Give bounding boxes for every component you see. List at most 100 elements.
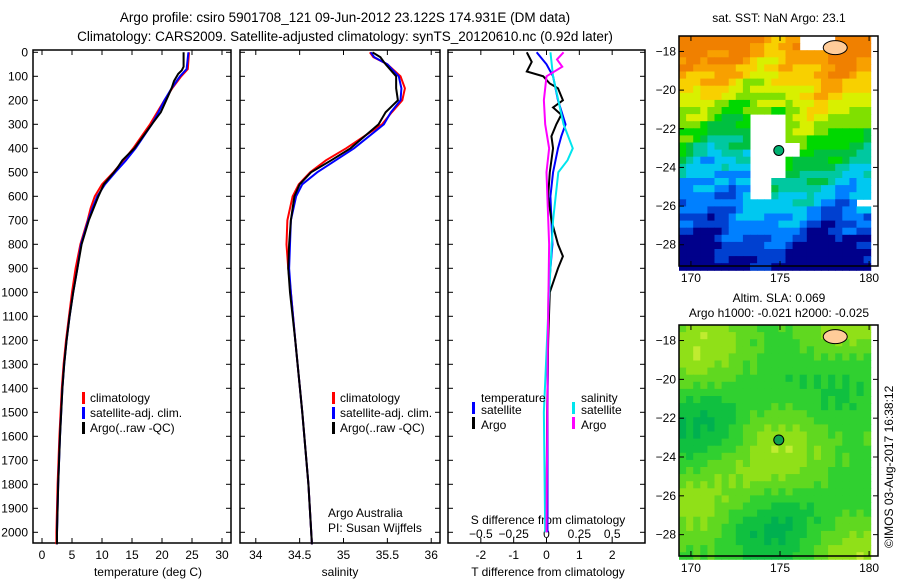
map-cell xyxy=(700,241,708,250)
map-cell xyxy=(806,424,815,432)
map-cell xyxy=(742,71,751,80)
map-cell xyxy=(721,445,730,454)
map-cell xyxy=(735,64,744,72)
map-cell xyxy=(821,107,829,115)
map-cell xyxy=(771,381,779,390)
map-cell xyxy=(679,495,687,503)
map-cell xyxy=(700,481,708,489)
map-cell xyxy=(806,170,815,179)
title-line2: Climatology: CARS2009. Satellite-adjuste… xyxy=(77,29,613,44)
map-cell xyxy=(835,346,843,354)
map-cell xyxy=(728,438,737,447)
map-cell xyxy=(735,71,744,80)
map-cell xyxy=(700,417,708,425)
legend-label: satellite-adj. clim. xyxy=(340,406,432,420)
map-cell xyxy=(821,92,829,101)
map-cell xyxy=(742,332,751,340)
map-cell xyxy=(835,128,843,136)
map-cell xyxy=(707,530,715,539)
map-cell xyxy=(828,381,836,390)
map-cell xyxy=(813,445,822,454)
map-cell xyxy=(835,325,843,333)
map-cell xyxy=(821,213,829,222)
map-cell xyxy=(714,509,723,518)
map-cell xyxy=(764,459,772,468)
map-cell xyxy=(842,452,850,461)
map-cell xyxy=(813,178,822,186)
map-cell xyxy=(700,381,708,390)
map-cell xyxy=(735,545,744,553)
map-cell xyxy=(735,474,744,482)
map-cell xyxy=(750,381,758,390)
map-cell xyxy=(693,57,701,65)
map-cell xyxy=(771,332,779,340)
map-cell xyxy=(764,206,772,214)
map-cell xyxy=(799,142,808,151)
map-cell xyxy=(778,213,786,222)
map-cell xyxy=(750,388,758,397)
map-cell xyxy=(835,64,843,72)
map-cell xyxy=(785,488,794,496)
map-cell xyxy=(849,516,857,525)
map-cell xyxy=(835,78,843,87)
map-cell xyxy=(714,36,723,44)
map-cell xyxy=(799,509,808,518)
map-cell xyxy=(750,481,758,489)
map-cell xyxy=(835,396,843,404)
map-cell xyxy=(735,481,744,489)
map-cell xyxy=(742,199,751,207)
map-cell xyxy=(721,43,730,51)
map-cell xyxy=(813,71,822,80)
map-cell xyxy=(742,121,751,129)
map-cell xyxy=(863,396,872,404)
map-cell xyxy=(757,403,765,411)
map-cell xyxy=(686,121,694,129)
map-cell xyxy=(728,353,737,361)
map-cell xyxy=(842,438,850,447)
map-cell xyxy=(799,360,808,369)
map-cell xyxy=(714,459,723,468)
map-cell xyxy=(771,263,779,271)
map-cell xyxy=(842,325,850,333)
map-cell xyxy=(821,374,829,383)
map-cell xyxy=(728,142,737,151)
map-cell xyxy=(707,516,715,525)
map-cell xyxy=(842,367,850,376)
map-cell xyxy=(849,381,857,390)
map-cell xyxy=(700,99,708,108)
map-cell xyxy=(863,509,872,518)
map-cell xyxy=(771,459,779,468)
map-cell xyxy=(792,185,801,193)
map-cell xyxy=(700,128,708,136)
map-cell xyxy=(785,367,794,376)
map-cell xyxy=(813,396,822,404)
map-cell xyxy=(835,431,843,440)
map-cell xyxy=(742,50,751,58)
map-cell xyxy=(764,241,772,250)
map-cell xyxy=(764,234,772,243)
map-cell xyxy=(842,424,850,432)
map-cell xyxy=(679,114,687,122)
map-cell xyxy=(742,325,751,333)
map-cell xyxy=(835,467,843,475)
map-cell xyxy=(771,199,779,207)
map-cell xyxy=(764,438,772,447)
map-cell xyxy=(728,332,737,340)
map-cell xyxy=(799,163,808,172)
map-cell xyxy=(735,417,744,425)
map-cell xyxy=(778,346,786,354)
map-cell xyxy=(813,374,822,383)
map-cell xyxy=(742,353,751,361)
map-cell xyxy=(757,495,765,503)
map-cell xyxy=(764,452,772,461)
lat-tick-label: −28 xyxy=(656,528,677,542)
map-cell xyxy=(813,339,822,347)
map-cell xyxy=(771,57,779,65)
map-cell xyxy=(813,50,822,58)
map-cell xyxy=(821,523,829,532)
map-cell xyxy=(714,185,723,193)
map-cell xyxy=(799,178,808,186)
map-cell xyxy=(785,135,794,143)
map-cell xyxy=(813,78,822,87)
map-cell xyxy=(835,234,843,243)
